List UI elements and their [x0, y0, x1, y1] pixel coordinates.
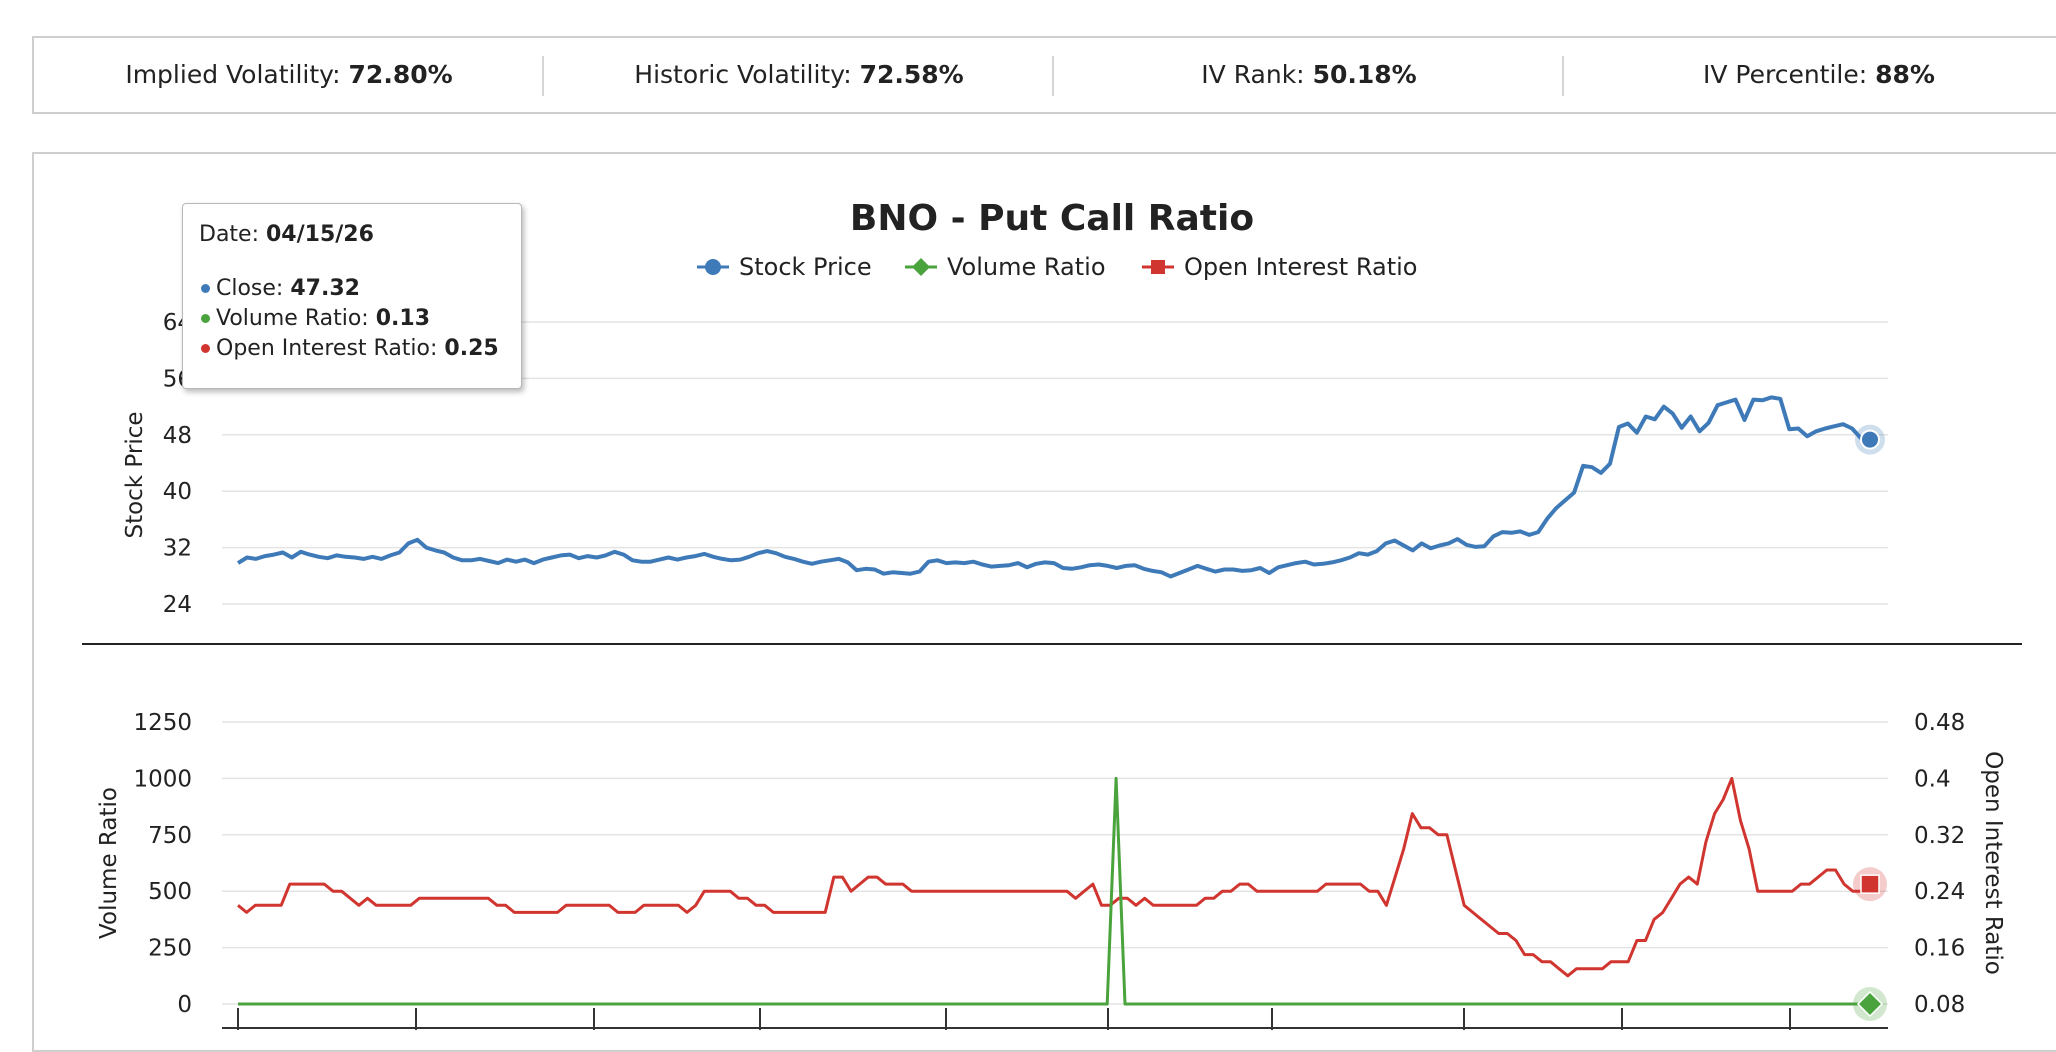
chart-title: BNO - Put Call Ratio — [850, 198, 1254, 239]
volume-ratio-series — [238, 776, 1870, 1006]
stats-divider — [542, 56, 544, 96]
iv-rank-value: 50.18% — [1312, 60, 1417, 89]
y-left-tick-label: 750 — [148, 823, 192, 849]
y-left-tick-label: 1000 — [133, 766, 192, 792]
y-right-tick-label: 0.32 — [1914, 823, 1965, 849]
legend-label: Open Interest Ratio — [1184, 253, 1417, 281]
y-tick-label: 32 — [163, 536, 192, 562]
tooltip-close-value: 47.32 — [290, 276, 360, 301]
y-right-axis-label: Open Interest Ratio — [1980, 751, 2006, 975]
iv-percentile-stat: IV Percentile: 88% — [1564, 36, 2056, 114]
stock-price-series — [236, 395, 1871, 579]
y-left-tick-label: 500 — [148, 879, 192, 905]
tooltip-oi-label: Open Interest Ratio: — [216, 336, 438, 361]
tooltip-oi-row: Open Interest Ratio: 0.25 — [199, 334, 505, 364]
y-left-tick-label: 250 — [148, 936, 192, 962]
stats-divider — [1052, 56, 1054, 96]
tooltip-close-label: Close: — [216, 276, 284, 301]
legend-circle-icon — [705, 259, 721, 275]
implied-volatility-value: 72.80% — [348, 60, 453, 89]
y-right-tick-label: 0.24 — [1914, 879, 1965, 905]
iv-rank-label: IV Rank: — [1201, 60, 1305, 89]
y-axis-label: Stock Price — [122, 411, 148, 538]
tooltip-volume-row: Volume Ratio: 0.13 — [199, 304, 505, 334]
iv-percentile-label: IV Percentile: — [1703, 60, 1868, 89]
y-right-tick-label: 0.16 — [1914, 936, 1965, 962]
iv-percentile-value: 88% — [1875, 60, 1935, 89]
tooltip-volume-value: 0.13 — [375, 306, 430, 331]
legend-label: Stock Price — [739, 253, 872, 281]
stock-price-point — [1860, 429, 1880, 450]
open-interest-point — [1860, 874, 1880, 894]
volume-ratio-point — [1856, 990, 1884, 1018]
tooltip-date-label: Date: — [199, 222, 259, 247]
y-right-tick-label: 0.4 — [1914, 766, 1951, 792]
y-left-tick-label: 1250 — [133, 710, 192, 736]
implied-volatility-label: Implied Volatility: — [125, 60, 341, 89]
y-left-tick-label: 0 — [177, 992, 192, 1018]
y-tick-label: 48 — [163, 423, 192, 449]
volatility-stats-bar: Implied Volatility: 72.80% Historic Vola… — [32, 36, 2056, 114]
iv-rank-stat: IV Rank: 50.18% — [1054, 36, 1564, 114]
tooltip-date-row: Date: 04/15/26 — [199, 220, 505, 250]
tooltip-close-row: Close: 47.32 — [199, 274, 505, 304]
y-right-tick-label: 0.08 — [1914, 992, 1965, 1018]
y-tick-label: 40 — [163, 479, 192, 505]
volume-dot-icon — [201, 313, 210, 323]
legend-diamond-icon — [912, 258, 930, 276]
tooltip-date-value: 04/15/26 — [266, 222, 374, 247]
oi-dot-icon — [201, 343, 210, 353]
y-right-tick-label: 0.48 — [1914, 710, 1965, 736]
y-tick-label: 24 — [163, 592, 192, 618]
historic-volatility-stat: Historic Volatility: 72.58% — [544, 36, 1054, 114]
historic-volatility-value: 72.58% — [859, 60, 964, 89]
stock-dot-icon — [201, 283, 210, 293]
open-interest-ratio-series — [237, 776, 1871, 978]
implied-volatility-stat: Implied Volatility: 72.80% — [34, 36, 544, 114]
tooltip-oi-value: 0.25 — [444, 336, 499, 361]
stats-divider — [1562, 56, 1564, 96]
y-left-axis-label: Volume Ratio — [96, 787, 122, 939]
historic-volatility-label: Historic Volatility: — [634, 60, 852, 89]
legend-square-icon — [1151, 260, 1165, 274]
chart-tooltip: Date: 04/15/26 Close: 47.32 Volume Ratio… — [182, 203, 522, 389]
legend-label: Volume Ratio — [947, 253, 1106, 281]
tooltip-volume-label: Volume Ratio: — [216, 306, 369, 331]
